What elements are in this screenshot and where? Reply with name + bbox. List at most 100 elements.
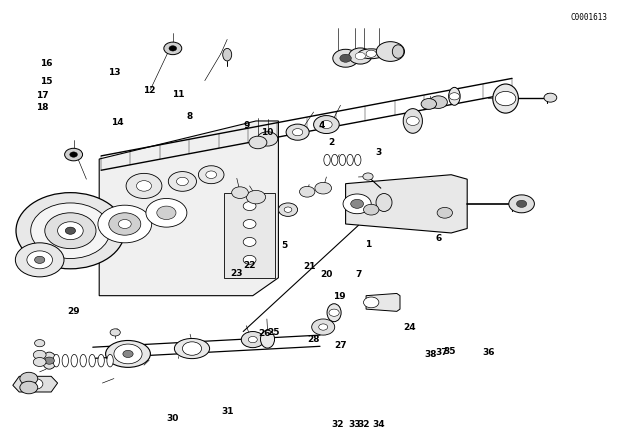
Circle shape bbox=[45, 213, 96, 249]
Circle shape bbox=[340, 54, 351, 62]
Text: 38: 38 bbox=[424, 350, 437, 359]
Circle shape bbox=[164, 42, 182, 55]
Polygon shape bbox=[346, 175, 467, 233]
Circle shape bbox=[126, 173, 162, 198]
Text: 16: 16 bbox=[40, 59, 52, 68]
Text: 19: 19 bbox=[333, 292, 346, 301]
Circle shape bbox=[246, 190, 266, 204]
Text: 32: 32 bbox=[332, 420, 344, 429]
Text: 36: 36 bbox=[482, 348, 495, 357]
Text: 37: 37 bbox=[435, 348, 448, 357]
Text: 23: 23 bbox=[230, 269, 243, 278]
Ellipse shape bbox=[493, 84, 518, 113]
Circle shape bbox=[329, 309, 339, 316]
Circle shape bbox=[27, 251, 52, 269]
Text: 29: 29 bbox=[67, 307, 80, 316]
Circle shape bbox=[364, 204, 379, 215]
Circle shape bbox=[495, 91, 516, 106]
Text: 15: 15 bbox=[40, 77, 52, 86]
Circle shape bbox=[319, 324, 328, 330]
Circle shape bbox=[449, 93, 460, 100]
Ellipse shape bbox=[358, 49, 384, 59]
Circle shape bbox=[70, 152, 77, 157]
Circle shape bbox=[33, 358, 46, 366]
Circle shape bbox=[509, 195, 534, 213]
Circle shape bbox=[300, 186, 315, 197]
Circle shape bbox=[177, 177, 188, 185]
Circle shape bbox=[232, 187, 248, 198]
Ellipse shape bbox=[89, 354, 95, 367]
Circle shape bbox=[109, 213, 141, 235]
Circle shape bbox=[28, 379, 43, 389]
Text: 5: 5 bbox=[282, 241, 288, 250]
Ellipse shape bbox=[376, 194, 392, 211]
Circle shape bbox=[118, 220, 131, 228]
Circle shape bbox=[98, 205, 152, 243]
Ellipse shape bbox=[260, 330, 275, 348]
Text: 3: 3 bbox=[376, 148, 382, 157]
Circle shape bbox=[351, 199, 364, 208]
Circle shape bbox=[33, 350, 46, 359]
Ellipse shape bbox=[327, 304, 341, 322]
Circle shape bbox=[349, 48, 372, 64]
Circle shape bbox=[20, 381, 38, 394]
Ellipse shape bbox=[223, 48, 232, 61]
Text: 8: 8 bbox=[187, 112, 193, 121]
Circle shape bbox=[321, 121, 332, 129]
Circle shape bbox=[15, 243, 64, 277]
Circle shape bbox=[249, 136, 267, 149]
Circle shape bbox=[437, 207, 452, 218]
Circle shape bbox=[58, 222, 83, 240]
Circle shape bbox=[241, 332, 264, 348]
Circle shape bbox=[243, 220, 256, 228]
Ellipse shape bbox=[62, 354, 68, 367]
Text: 10: 10 bbox=[260, 128, 273, 137]
Text: 30: 30 bbox=[166, 414, 179, 423]
Circle shape bbox=[429, 96, 447, 108]
Circle shape bbox=[35, 256, 45, 263]
Text: 27: 27 bbox=[334, 341, 347, 350]
Circle shape bbox=[257, 132, 278, 146]
Circle shape bbox=[65, 227, 76, 234]
Circle shape bbox=[31, 203, 110, 258]
Circle shape bbox=[157, 206, 176, 220]
Text: 24: 24 bbox=[403, 323, 416, 332]
Text: 2: 2 bbox=[328, 138, 335, 147]
Circle shape bbox=[312, 319, 335, 335]
Ellipse shape bbox=[403, 109, 422, 134]
Ellipse shape bbox=[107, 354, 113, 367]
Circle shape bbox=[248, 336, 257, 343]
Text: 25: 25 bbox=[268, 328, 280, 337]
Circle shape bbox=[123, 350, 133, 358]
Ellipse shape bbox=[98, 354, 104, 367]
Ellipse shape bbox=[449, 87, 460, 105]
Ellipse shape bbox=[80, 354, 86, 367]
Circle shape bbox=[44, 357, 54, 364]
Circle shape bbox=[168, 172, 196, 191]
Polygon shape bbox=[366, 293, 400, 311]
Text: 11: 11 bbox=[172, 90, 184, 99]
Text: 1: 1 bbox=[365, 240, 371, 249]
Circle shape bbox=[355, 52, 365, 60]
Circle shape bbox=[314, 116, 339, 134]
Text: 17: 17 bbox=[36, 91, 49, 100]
Circle shape bbox=[243, 237, 256, 246]
Circle shape bbox=[278, 203, 298, 216]
Ellipse shape bbox=[71, 354, 77, 367]
Ellipse shape bbox=[53, 354, 60, 367]
Ellipse shape bbox=[324, 154, 330, 166]
Text: 20: 20 bbox=[320, 270, 333, 279]
Text: 18: 18 bbox=[36, 103, 49, 112]
Ellipse shape bbox=[106, 340, 150, 367]
Circle shape bbox=[182, 342, 202, 355]
Polygon shape bbox=[99, 121, 278, 296]
Ellipse shape bbox=[392, 45, 404, 58]
Circle shape bbox=[136, 181, 152, 191]
Circle shape bbox=[65, 148, 83, 161]
Polygon shape bbox=[13, 376, 58, 392]
Circle shape bbox=[406, 116, 419, 125]
Text: C0001613: C0001613 bbox=[570, 13, 607, 22]
Ellipse shape bbox=[347, 154, 353, 166]
Circle shape bbox=[544, 93, 557, 102]
Circle shape bbox=[206, 171, 216, 178]
